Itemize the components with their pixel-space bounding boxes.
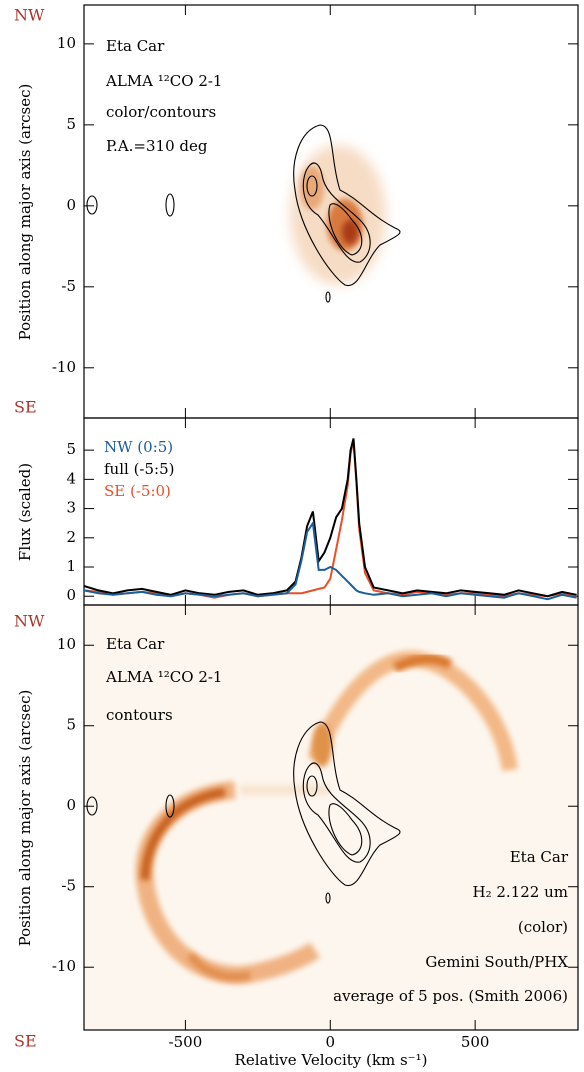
x-tick-label: 500: [461, 1033, 490, 1051]
y-tick-label: 2: [66, 528, 76, 546]
panel-frame: [83, 604, 579, 1031]
co-image: [86, 124, 401, 303]
y-tick-label: 5: [66, 115, 76, 133]
annotation: Eta Car: [510, 848, 569, 866]
y-tick-label: 0: [66, 796, 76, 814]
y-tick-label: 10: [57, 34, 76, 52]
spectrum-line: [83, 520, 577, 601]
legend-entry: full (-5:5): [104, 460, 175, 478]
annotation: color/contours: [106, 103, 216, 121]
y-tick-label: 4: [66, 469, 76, 487]
y-tick-label: -10: [52, 358, 76, 376]
annotation: Eta Car: [106, 635, 165, 653]
end-label: SE: [14, 1032, 37, 1051]
y-tick-label: 0: [66, 586, 76, 604]
y-tick-label: -10: [52, 957, 76, 975]
y-tick-label: 1: [66, 557, 76, 575]
y-tick-label: 5: [66, 716, 76, 734]
annotation: ALMA ¹²CO 2-1: [105, 668, 222, 686]
annotation: P.A.=310 deg: [106, 137, 208, 155]
annotation: H₂ 2.122 um: [473, 883, 568, 901]
end-label: NW: [14, 6, 45, 25]
y-tick-label: 0: [66, 196, 76, 214]
legend-entry: NW (0:5): [104, 438, 173, 456]
spectrum-line: [83, 438, 577, 598]
legend-entry: SE (-5:0): [104, 482, 171, 500]
annotation: average of 5 pos. (Smith 2006): [333, 987, 568, 1005]
annotation: (color): [518, 918, 568, 936]
y-axis-label: Position along major axis (arcsec): [16, 690, 34, 947]
x-tick-label: -500: [169, 1033, 203, 1051]
h2-image: [84, 605, 578, 1030]
annotation: Eta Car: [106, 37, 165, 55]
y-axis-label: Flux (scaled): [16, 463, 34, 561]
y-tick-label: 10: [57, 635, 76, 653]
annotation: contours: [106, 706, 173, 724]
y-axis-label: Position along major axis (arcsec): [16, 84, 34, 341]
x-axis-label: Relative Velocity (km s⁻¹): [235, 1051, 428, 1069]
y-tick-label: 3: [66, 499, 76, 517]
y-tick-label: -5: [61, 877, 76, 895]
end-label: NW: [14, 612, 45, 631]
y-tick-label: 5: [66, 440, 76, 458]
x-tick-label: 0: [326, 1033, 336, 1051]
annotation: ALMA ¹²CO 2-1: [105, 72, 222, 90]
end-label: SE: [14, 398, 37, 417]
annotation: Gemini South/PHX: [425, 953, 568, 971]
y-tick-label: -5: [61, 277, 76, 295]
